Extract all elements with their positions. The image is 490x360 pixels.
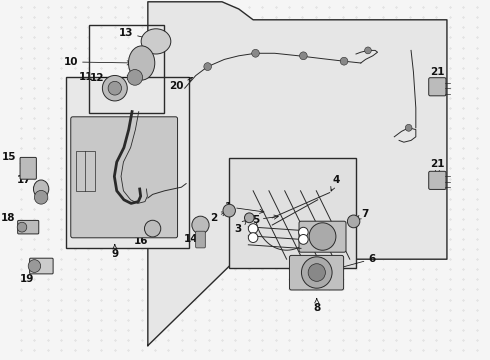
Text: 19: 19 — [20, 269, 39, 284]
Circle shape — [308, 264, 325, 281]
Text: 21: 21 — [430, 67, 444, 84]
FancyBboxPatch shape — [299, 221, 346, 252]
Text: 14: 14 — [183, 228, 198, 244]
Circle shape — [298, 227, 308, 237]
FancyBboxPatch shape — [429, 78, 446, 96]
Text: 8: 8 — [313, 298, 320, 313]
Circle shape — [248, 233, 258, 243]
Circle shape — [108, 81, 122, 95]
Circle shape — [340, 57, 348, 65]
Circle shape — [145, 220, 161, 237]
Text: 21: 21 — [430, 159, 444, 175]
Ellipse shape — [141, 29, 171, 54]
Circle shape — [301, 257, 332, 288]
FancyBboxPatch shape — [29, 258, 53, 274]
Text: 18: 18 — [1, 213, 25, 226]
FancyBboxPatch shape — [429, 171, 446, 189]
Text: 7: 7 — [357, 209, 368, 220]
FancyBboxPatch shape — [290, 255, 343, 290]
Text: 16: 16 — [133, 231, 150, 246]
Text: 5: 5 — [252, 215, 278, 225]
Ellipse shape — [33, 180, 49, 198]
Circle shape — [365, 47, 371, 54]
Circle shape — [28, 260, 41, 273]
Circle shape — [405, 124, 412, 131]
Circle shape — [192, 216, 209, 234]
FancyBboxPatch shape — [18, 220, 39, 234]
Ellipse shape — [128, 46, 155, 80]
Text: 13: 13 — [119, 28, 152, 41]
Text: 9: 9 — [111, 244, 119, 259]
Circle shape — [252, 49, 259, 57]
Circle shape — [223, 204, 235, 217]
Text: 4: 4 — [331, 175, 340, 191]
Circle shape — [17, 222, 27, 232]
Circle shape — [298, 234, 308, 244]
Text: 11: 11 — [79, 72, 131, 82]
Text: 15: 15 — [2, 152, 25, 166]
Circle shape — [245, 213, 254, 223]
Circle shape — [347, 215, 360, 228]
Text: 2: 2 — [210, 212, 226, 223]
Circle shape — [248, 224, 258, 234]
Text: 17: 17 — [17, 175, 38, 187]
Circle shape — [299, 52, 307, 60]
Text: 1: 1 — [225, 202, 264, 213]
Text: 3: 3 — [234, 220, 246, 234]
Circle shape — [309, 223, 336, 250]
Bar — [229, 158, 356, 268]
Bar — [90, 25, 164, 113]
FancyBboxPatch shape — [196, 231, 205, 248]
Circle shape — [102, 76, 127, 101]
Circle shape — [127, 69, 143, 85]
Circle shape — [204, 63, 212, 71]
Text: 6: 6 — [326, 254, 375, 273]
Circle shape — [34, 190, 48, 204]
Text: 20: 20 — [169, 77, 193, 91]
Text: 10: 10 — [64, 57, 131, 67]
FancyBboxPatch shape — [71, 117, 177, 238]
Bar — [67, 77, 189, 248]
FancyBboxPatch shape — [20, 157, 36, 179]
Text: 12: 12 — [90, 73, 112, 86]
Polygon shape — [148, 2, 447, 346]
Bar — [76, 151, 95, 191]
